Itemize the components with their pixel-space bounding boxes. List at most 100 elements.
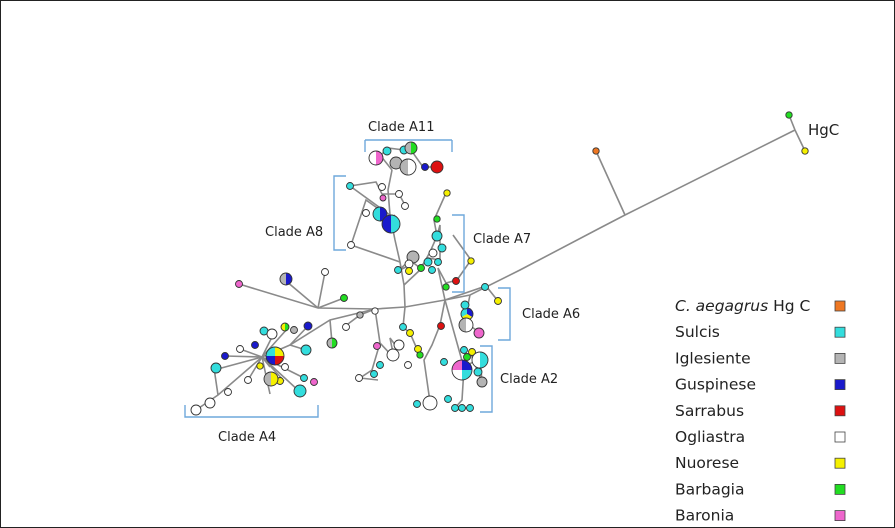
haplotype-slice — [280, 273, 286, 285]
haplotype-outline — [451, 359, 473, 381]
haplotype-circle — [433, 215, 441, 223]
haplotype-circle — [428, 248, 438, 258]
legend-label: C. aegagrus Hg C — [675, 297, 810, 315]
haplotype-outline — [458, 317, 474, 333]
haplotype-node — [265, 346, 285, 366]
haplotype-circle — [399, 323, 407, 331]
haplotype-node — [210, 362, 222, 374]
network-edge — [794, 129, 806, 152]
haplotype-node — [440, 358, 448, 366]
haplotype-slice — [462, 360, 472, 370]
haplotype-node — [460, 346, 468, 354]
haplotype-circle — [266, 328, 278, 340]
legend-label-italic: C. aegagrus — [675, 297, 768, 315]
legend-item: Sarrabus — [675, 402, 846, 420]
haplotype-node — [801, 147, 809, 155]
haplotype-circle — [476, 376, 488, 388]
haplotype-circle — [421, 163, 429, 171]
legend-label: Baronia — [675, 507, 734, 525]
network-edge — [261, 336, 273, 358]
haplotype-circle — [293, 384, 307, 398]
clade-label-a7: Clade A7 — [473, 232, 531, 247]
haplotype-node — [468, 348, 476, 356]
haplotype-circle — [404, 361, 412, 369]
haplotype-node — [416, 351, 424, 359]
haplotype-circle — [362, 209, 370, 217]
legend-swatch — [834, 431, 846, 443]
haplotype-circle — [204, 397, 216, 409]
haplotype-slice — [480, 352, 488, 368]
haplotype-node — [437, 243, 447, 253]
legend-swatch — [834, 405, 846, 417]
network-edge — [285, 280, 319, 309]
legend-swatch — [834, 510, 846, 522]
haplotype-node — [443, 189, 451, 197]
network-edge — [437, 234, 472, 301]
legend-item: Nuorese — [675, 454, 846, 472]
haplotype-node — [393, 339, 405, 351]
haplotype-circle — [379, 194, 387, 202]
haplotype-node — [347, 241, 355, 249]
clade-label-a8: Clade A8 — [265, 225, 323, 240]
haplotype-slice — [286, 273, 292, 285]
haplotype-circle — [451, 404, 459, 412]
haplotype-node — [236, 345, 244, 353]
haplotype-circle — [347, 241, 355, 249]
haplotype-circle — [224, 388, 232, 396]
haplotype-node — [382, 146, 392, 156]
legend-item: Baronia — [675, 507, 846, 525]
haplotype-slice — [376, 151, 383, 165]
haplotype-circle — [473, 367, 483, 377]
haplotype-node — [442, 283, 450, 291]
clade-label-a4: Clade A4 — [218, 430, 276, 445]
haplotype-circle — [395, 190, 403, 198]
haplotype-node — [444, 395, 452, 403]
haplotype-node — [401, 202, 409, 210]
haplotype-circle — [405, 267, 413, 275]
haplotype-node — [281, 363, 289, 371]
clade-bracket — [184, 405, 319, 418]
haplotype-node — [224, 388, 232, 396]
haplotype-node — [373, 342, 381, 350]
haplotype-circle — [460, 300, 470, 310]
legend-item: C. aegagrus Hg C — [675, 297, 846, 315]
network-edge — [238, 283, 376, 310]
haplotype-circle — [300, 374, 308, 382]
haplotype-node — [368, 150, 384, 166]
haplotype-outline — [404, 141, 418, 155]
haplotype-node — [395, 190, 403, 198]
network-edge — [595, 150, 626, 216]
haplotype-node — [785, 111, 793, 119]
haplotype-circle — [346, 182, 354, 190]
clade-brackets — [184, 139, 511, 418]
haplotype-node — [405, 267, 413, 275]
haplotype-circle — [373, 342, 381, 350]
haplotype-outline — [279, 272, 293, 286]
haplotype-node — [300, 374, 308, 382]
network-edge — [261, 327, 289, 358]
haplotype-node — [379, 194, 387, 202]
haplotype-circle — [376, 361, 384, 369]
legend-swatch — [834, 352, 846, 364]
haplotype-node — [279, 272, 293, 286]
haplotype-circle — [431, 230, 443, 242]
haplotype-node — [300, 344, 312, 356]
haplotype-node — [326, 337, 338, 349]
haplotype-slice — [411, 142, 417, 154]
haplotype-outline — [265, 346, 285, 366]
haplotype-slice — [373, 207, 380, 221]
haplotype-node — [466, 404, 474, 412]
network-edge — [213, 356, 263, 371]
haplotype-node — [404, 259, 414, 269]
haplotype-node — [399, 158, 417, 176]
haplotype-node — [467, 257, 475, 265]
haplotype-node — [342, 323, 350, 331]
legend-label: Iglesiente — [675, 349, 751, 367]
haplotype-slice — [459, 318, 466, 332]
haplotype-node — [321, 268, 329, 276]
network-edge — [317, 271, 326, 309]
haplotype-circle — [382, 146, 392, 156]
haplotype-slice — [275, 347, 284, 356]
haplotype-circle — [443, 189, 451, 197]
haplotype-circle — [221, 352, 229, 360]
